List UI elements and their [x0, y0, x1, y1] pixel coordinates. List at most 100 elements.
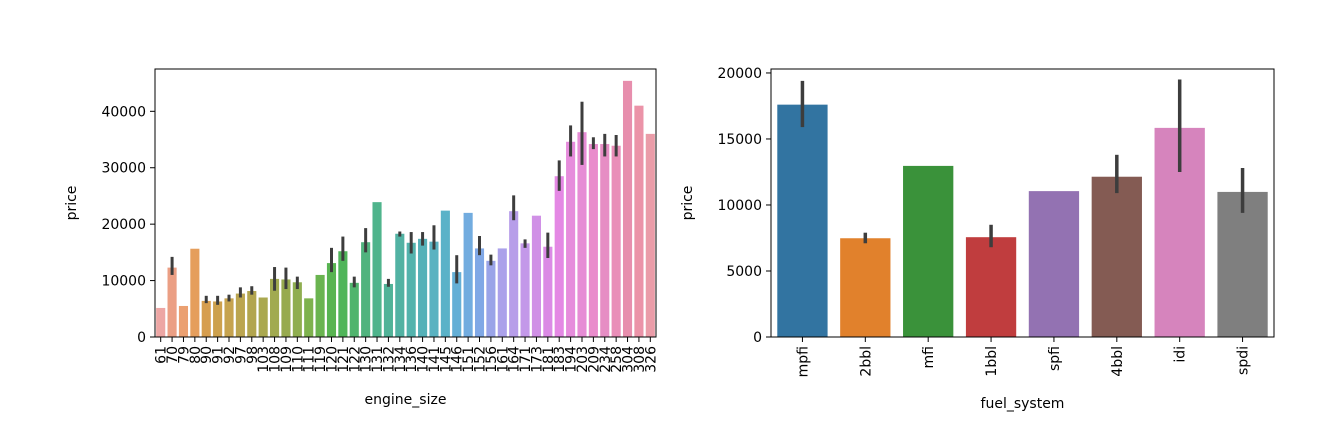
bar-79: [178, 305, 189, 337]
bar-134: [395, 233, 405, 337]
x-tick-label: 161: [495, 346, 511, 373]
x-tick-label: 152: [473, 346, 489, 373]
bar-110: [292, 282, 302, 337]
x-tick-label: mpfi: [795, 346, 811, 377]
x-tick-label: 97: [233, 346, 249, 364]
bar-61: [156, 307, 166, 337]
x-tick-label: 122: [347, 346, 363, 373]
x-tick-label: 141: [427, 346, 443, 373]
y-tick-label: 40000: [101, 104, 146, 120]
x-tick-label: 173: [529, 346, 545, 373]
bar-130: [361, 242, 371, 337]
bar-136: [406, 242, 416, 337]
x-tick-label: 234: [598, 346, 614, 373]
x-tick-label: 108: [268, 346, 284, 373]
bar-209: [588, 144, 598, 337]
x-tick-label: spdi: [1236, 346, 1252, 375]
x-tick-label: 134: [393, 346, 409, 373]
x-tick-label: idi: [1173, 346, 1189, 363]
bar-122: [349, 282, 359, 337]
x-tick-label: 1bbl: [984, 346, 1000, 377]
x-tick-label: 136: [404, 346, 420, 373]
bar-103: [258, 297, 268, 337]
bar-111: [304, 298, 314, 337]
x-tick-label: 61: [154, 346, 170, 364]
bar-97: [235, 293, 245, 337]
bar-183: [554, 176, 564, 337]
bar-131: [372, 202, 382, 337]
bar-2bbl: [840, 238, 891, 337]
x-tick-label: 181: [541, 346, 557, 373]
x-tick-label: 258: [609, 346, 625, 373]
axes-frame: [770, 68, 1275, 338]
bar-308: [634, 105, 644, 337]
x-tick-label: 145: [438, 346, 454, 373]
x-axis-label: fuel_system: [981, 396, 1065, 412]
x-tick-label: 70: [165, 346, 181, 364]
axes-frame: [154, 68, 657, 338]
bar-108: [270, 278, 280, 337]
chart-1: 0100002000030000400006170798090919297981…: [64, 68, 659, 408]
y-axis-label: price: [64, 186, 80, 221]
x-tick-label: 130: [359, 346, 375, 373]
x-tick-label: 171: [518, 346, 534, 373]
bar-1bbl: [965, 237, 1017, 337]
y-tick-label: 30000: [101, 161, 146, 177]
x-tick-label: 146: [450, 346, 466, 373]
x-tick-label: 194: [564, 346, 580, 373]
x-tick-label: 304: [621, 346, 637, 373]
bar-spdi: [1217, 191, 1268, 337]
y-tick-label: 0: [753, 330, 762, 346]
bar-145: [440, 210, 450, 337]
x-tick-label: 91: [211, 346, 227, 364]
bar-203: [577, 132, 587, 337]
bar-91: [213, 301, 223, 337]
x-tick-label: 92: [222, 346, 238, 364]
bar-161: [497, 248, 507, 337]
y-axis-label: price: [680, 186, 696, 221]
bar-152: [474, 248, 485, 337]
bar-258: [611, 145, 621, 337]
bar-194: [566, 141, 576, 337]
bar-156: [486, 260, 496, 337]
x-tick-label: 156: [484, 346, 500, 373]
bar-119: [315, 274, 325, 337]
bar-109: [281, 279, 291, 337]
x-tick-label: 132: [381, 346, 397, 373]
x-tick-label: 203: [575, 346, 591, 373]
y-tick-label: 15000: [717, 132, 762, 148]
x-axis-label: engine_size: [365, 392, 447, 408]
x-tick-label: mfi: [921, 346, 937, 368]
bar-mfi: [903, 165, 954, 337]
chart-2: 0 5000 10000 15000 20000 mpfi 2bbl mfi 1bbl spfi 4…: [680, 66, 1275, 412]
x-tick-label: 109: [279, 346, 295, 373]
bar-304: [622, 80, 633, 337]
y-tick-label: 20000: [717, 66, 762, 82]
bar-146: [452, 272, 462, 337]
x-tick-label: 79: [176, 346, 192, 364]
x-tick-label: 308: [632, 346, 648, 373]
bar-141: [429, 241, 439, 337]
x-tick-label: 2bbl: [858, 346, 874, 377]
bar-164: [509, 211, 519, 337]
bar-80: [190, 248, 200, 337]
bar-120: [326, 263, 337, 337]
x-tick-label: 326: [643, 346, 659, 373]
bar-121: [338, 251, 348, 337]
bar-151: [463, 212, 473, 337]
x-tick-label: 140: [416, 346, 432, 373]
x-tick-label: spfi: [1047, 346, 1063, 371]
bar-spfi: [1028, 191, 1080, 337]
y-tick-label: 10000: [101, 274, 146, 290]
x-tick-label: 98: [245, 346, 261, 364]
y-tick-label: 0: [137, 330, 146, 346]
bar-132: [383, 283, 393, 337]
bar-181: [543, 246, 553, 337]
bar-171: [520, 243, 530, 337]
x-tick-label: 111: [302, 346, 318, 373]
x-tick-label: 164: [507, 346, 523, 373]
y-tick-label: 10000: [717, 198, 762, 214]
x-tick-label: 90: [199, 346, 215, 364]
x-tick-label: 121: [336, 346, 352, 373]
bar-92: [224, 298, 234, 337]
